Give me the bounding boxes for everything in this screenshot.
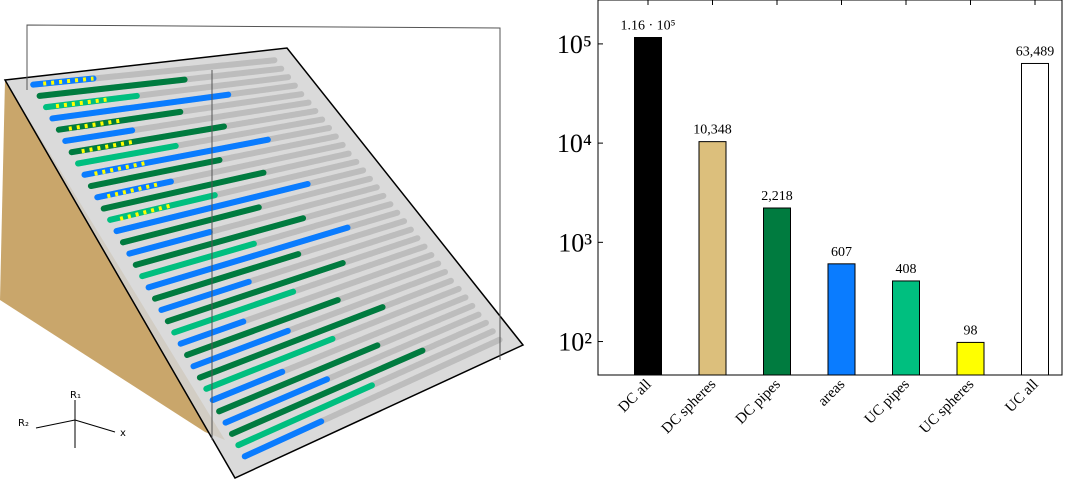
- value-label: 1.16 · 10⁵: [620, 19, 675, 34]
- axis-label: R₂: [18, 418, 29, 429]
- axis-label: x: [120, 428, 126, 439]
- bar: [1022, 63, 1049, 375]
- figure: R₁ R₂ x 10² 10³ 10⁴ 10⁵ 1.16 · 10⁵ DC all 10,3…: [0, 0, 1075, 480]
- y-tick-label: 10³: [558, 228, 592, 257]
- y-tick-label: 10⁴: [557, 129, 592, 158]
- value-label: 607: [831, 245, 852, 260]
- value-label: 10,348: [693, 123, 732, 138]
- bar-chart: 10² 10³ 10⁴ 10⁵ 1.16 · 10⁵ DC all 10,348 DC sph…: [557, 0, 1062, 437]
- axis-arrow: [75, 420, 115, 432]
- value-label: 408: [896, 262, 917, 277]
- bar: [699, 142, 726, 375]
- x-tick-label: areas: [815, 376, 848, 409]
- x-tick-label: UC spheres: [917, 376, 978, 437]
- bar: [957, 342, 984, 375]
- axis-label: R₁: [70, 390, 81, 401]
- bar: [764, 208, 791, 375]
- value-label: 2,218: [761, 189, 793, 204]
- bar: [893, 281, 920, 375]
- value-label: 63,489: [1016, 44, 1055, 59]
- render-3d: R₁ R₂ x: [0, 25, 523, 478]
- bar: [828, 264, 855, 375]
- axis-arrow: [36, 420, 75, 428]
- value-label: 98: [964, 323, 978, 338]
- x-tick-label: DC spheres: [659, 376, 720, 437]
- x-tick-label: DC pipes: [733, 376, 784, 427]
- bar: [635, 38, 662, 375]
- y-tick-label: 10⁵: [557, 30, 592, 59]
- x-tick-label: DC all: [616, 377, 655, 416]
- x-tick-label: UC all: [1003, 377, 1042, 416]
- x-tick-label: UC pipes: [862, 376, 913, 427]
- axis-icon: R₁ R₂ x: [18, 390, 126, 448]
- y-tick-label: 10²: [558, 328, 592, 357]
